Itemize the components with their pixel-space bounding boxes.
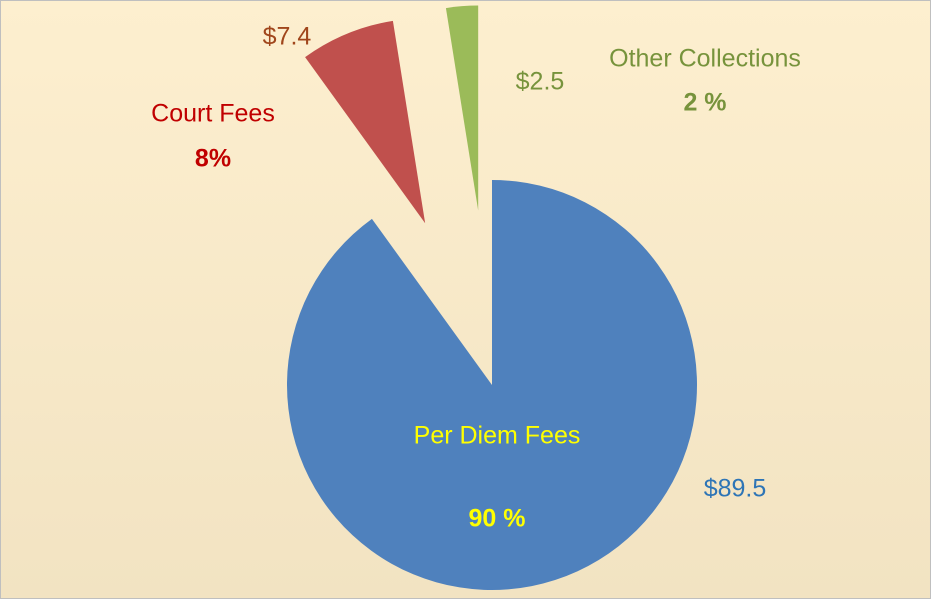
percent-label: 2 % [683,89,726,117]
pie-slice [286,180,697,590]
category-label: Other Collections [609,45,801,73]
pie-slice [445,5,479,211]
category-label: Court Fees [151,100,275,128]
value-label: $89.5 [704,475,767,503]
pie-slice [305,20,426,224]
category-label: Per Diem Fees [414,422,581,450]
percent-label: 90 % [469,505,526,533]
value-label: $2.5 [516,68,565,96]
value-label: $7.4 [263,23,312,51]
percent-label: 8% [195,145,231,173]
